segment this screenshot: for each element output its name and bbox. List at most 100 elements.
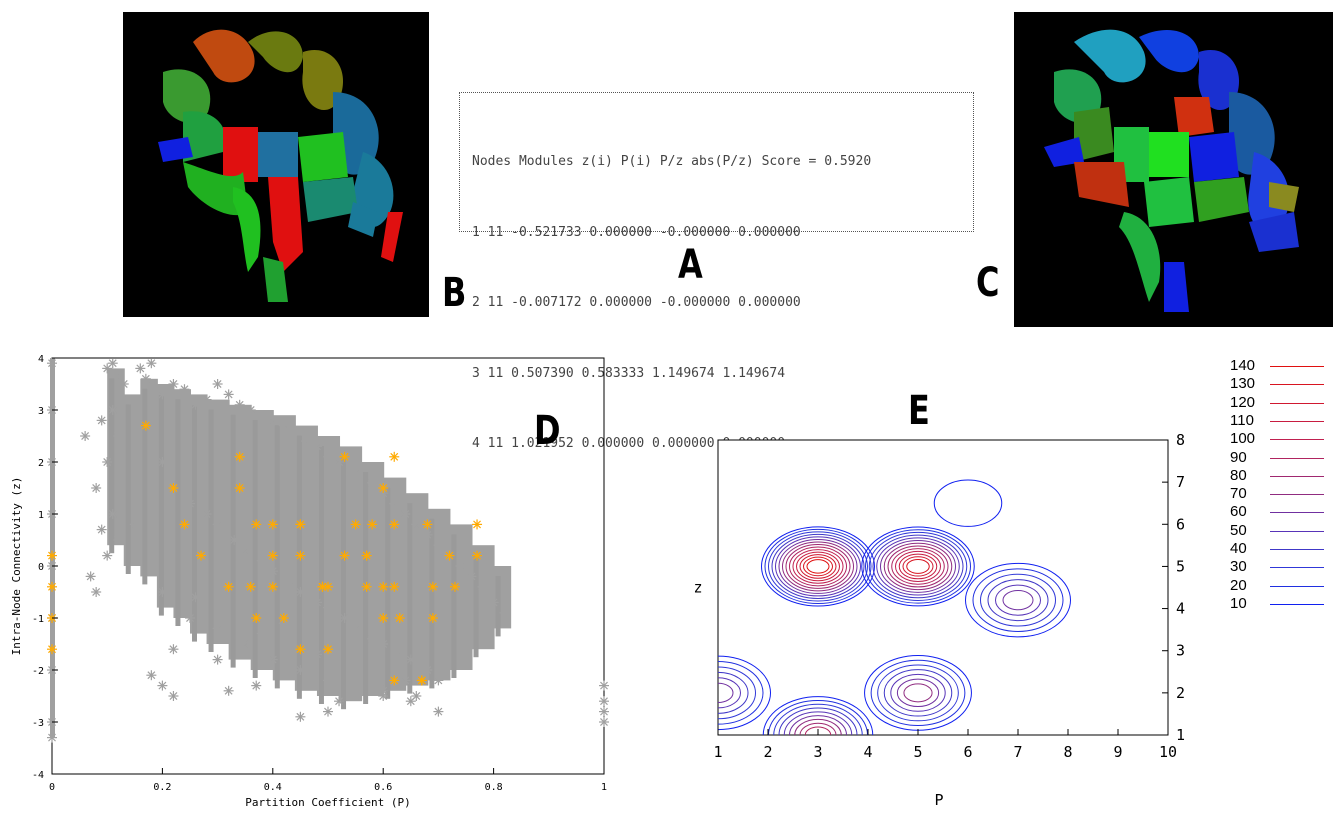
data-point (179, 519, 190, 530)
contour-line (906, 559, 930, 574)
data-point (168, 483, 179, 493)
legend-label: 140 (1230, 357, 1256, 374)
data-point (124, 394, 135, 405)
y-tick-label: 1 (38, 510, 44, 521)
contour-line (804, 726, 832, 735)
legend-label: 110 (1230, 411, 1254, 429)
contour-line (896, 678, 940, 708)
contour-line (876, 537, 960, 596)
data-point (267, 519, 278, 530)
contour-line (880, 540, 956, 593)
data-point (433, 706, 444, 717)
data-point (334, 696, 345, 707)
data-point (234, 451, 245, 462)
data-point (251, 519, 262, 530)
legend-label: 30 (1230, 558, 1247, 576)
legend-entry: 70 (1230, 485, 1330, 503)
contour-line (789, 546, 847, 587)
y-axis-label: Intra-Node Connectivity (z) (10, 477, 23, 656)
contour-line (861, 526, 975, 607)
data-point (400, 675, 411, 686)
data-point (118, 379, 129, 389)
data-point (256, 410, 267, 421)
y-tick-label: 2 (1176, 684, 1185, 702)
data-point (394, 613, 405, 623)
data-point (284, 576, 295, 587)
contour-line (980, 573, 1056, 627)
band-stripe (125, 404, 131, 574)
data-point (278, 613, 289, 623)
data-point (91, 587, 102, 597)
data-point (323, 451, 333, 462)
data-point (455, 561, 466, 571)
data-point (466, 571, 477, 582)
contour-line (718, 677, 741, 709)
contour-line (718, 682, 734, 703)
data-point (251, 680, 262, 691)
y-tick-label: 2 (38, 458, 44, 469)
dense-band-group (50, 358, 512, 738)
contour-line (768, 531, 868, 602)
data-point (229, 535, 240, 545)
data-point (267, 566, 278, 577)
plot-frame (717, 439, 1169, 736)
contour-line (872, 534, 964, 599)
contour-line (762, 696, 874, 735)
x-tick-label: 0.4 (264, 782, 282, 793)
data-point (378, 581, 389, 592)
data-point (389, 519, 400, 530)
data-point (295, 587, 306, 597)
legend-line (1270, 603, 1324, 605)
data-point (367, 477, 378, 488)
module-statistics-table: Nodes Modules z(i) P(i) P/z abs(P/z) Sco… (459, 92, 974, 451)
table-row: 1 11 -0.521733 0.000000 -0.000000 0.0000… (472, 224, 801, 240)
legend-line (1270, 512, 1324, 514)
data-point (267, 550, 278, 561)
x-tick-label: 2 (763, 743, 772, 761)
data-point (168, 691, 179, 701)
data-point (295, 550, 306, 561)
contour-line (995, 584, 1041, 616)
contour-line (891, 548, 945, 585)
band-stripe (274, 425, 280, 689)
contour-line (895, 550, 941, 582)
y-tick-label: 8 (1176, 431, 1185, 449)
legend-entry: 80 (1230, 467, 1330, 485)
legend-label: 80 (1230, 466, 1247, 484)
y-tick-label: -2 (32, 666, 44, 677)
contour-line (775, 536, 861, 597)
contour-line (883, 669, 953, 717)
contour-line (933, 479, 1003, 527)
band-stripe (296, 435, 302, 699)
x-tick-label: 0 (49, 782, 55, 793)
data-point (339, 451, 350, 462)
contour-line (768, 699, 868, 735)
data-point (240, 545, 251, 556)
legend-line (1270, 585, 1324, 587)
legend-label: 100 (1230, 430, 1256, 448)
data-point (339, 550, 350, 561)
data-point (323, 706, 333, 717)
data-point (295, 711, 306, 722)
legend-line (1270, 475, 1324, 477)
data-point (47, 358, 57, 369)
data-point (47, 732, 57, 743)
contour-line (778, 707, 858, 735)
data-point (599, 680, 609, 691)
data-point (47, 550, 57, 561)
data-point (350, 467, 361, 478)
contour-line (890, 673, 946, 712)
data-point (378, 483, 389, 493)
data-point (135, 363, 146, 374)
table-row: Nodes Modules z(i) P(i) P/z abs(P/z) Sco… (472, 154, 872, 169)
data-point (472, 519, 483, 530)
data-point (433, 540, 444, 551)
contour-line (783, 711, 853, 735)
contour-line (972, 568, 1064, 632)
x-axis-label: P (934, 791, 943, 809)
legend-line (1270, 457, 1324, 459)
legend-entry: 130 (1230, 375, 1330, 393)
legend-entry: 100 (1230, 430, 1330, 448)
data-point (367, 633, 378, 644)
contour-line (718, 671, 749, 714)
